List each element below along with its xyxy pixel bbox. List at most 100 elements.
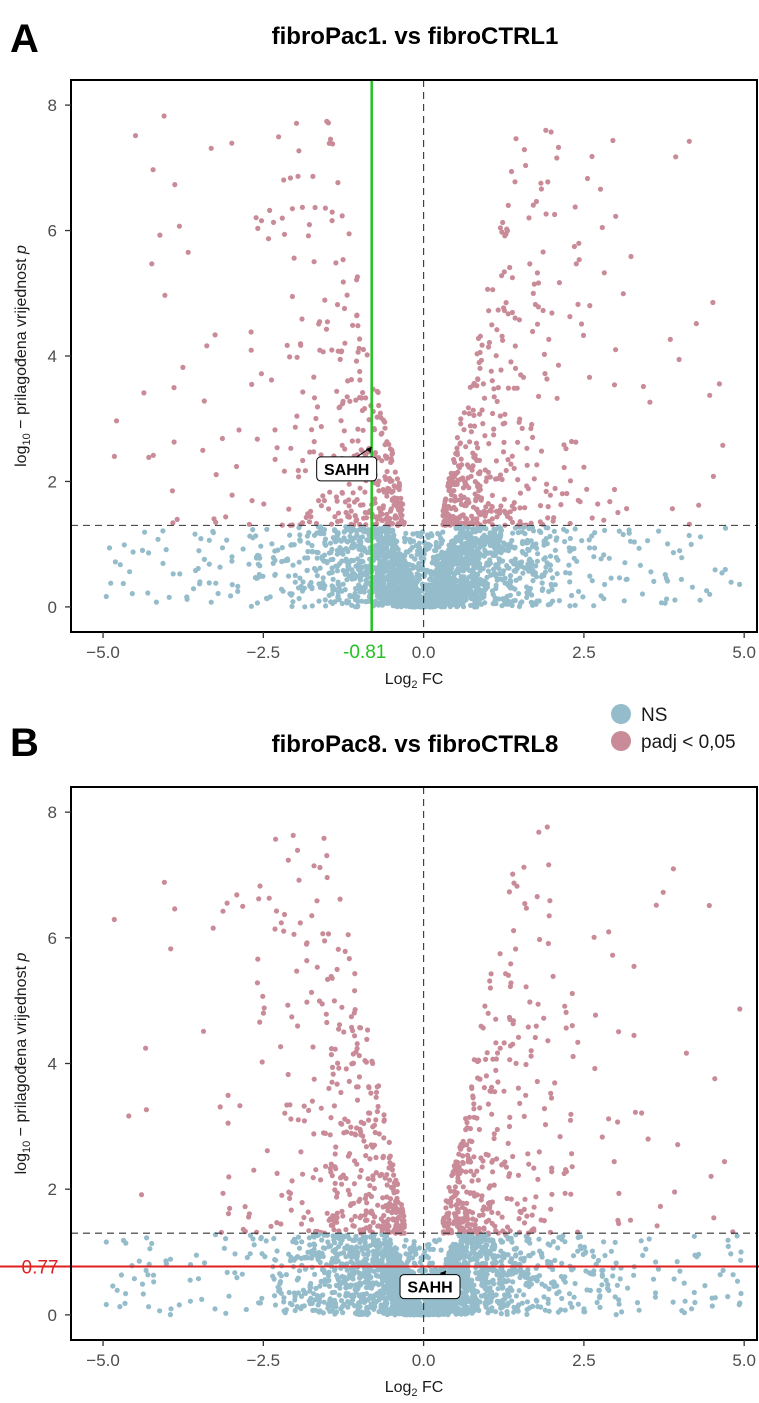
- point-padj: [544, 376, 550, 382]
- point-padj: [523, 1092, 529, 1098]
- point-ns: [229, 558, 235, 564]
- point-ns: [559, 1260, 565, 1266]
- point-padj: [470, 516, 476, 522]
- point-ns: [378, 532, 384, 539]
- point-padj: [485, 286, 491, 292]
- point-ns: [591, 603, 597, 609]
- point-ns: [689, 584, 696, 590]
- point-ns: [677, 548, 683, 554]
- data-points: [103, 113, 743, 610]
- point-ns: [337, 545, 343, 551]
- point-padj: [475, 376, 481, 382]
- point-ns: [333, 1309, 340, 1315]
- panel-letter-b: B: [10, 721, 39, 765]
- point-ns: [349, 602, 355, 608]
- point-ns: [550, 598, 556, 604]
- point-padj: [272, 926, 278, 932]
- point-ns: [634, 1300, 641, 1306]
- point-padj: [362, 1212, 368, 1218]
- point-padj: [376, 488, 382, 494]
- point-ns: [541, 556, 547, 562]
- point-ns: [530, 578, 536, 584]
- point-padj: [483, 478, 489, 484]
- point-padj: [535, 280, 542, 286]
- point-padj: [345, 1153, 351, 1159]
- point-ns: [725, 1237, 731, 1243]
- point-padj: [523, 162, 529, 169]
- point-padj: [305, 233, 311, 239]
- point-padj: [497, 413, 503, 419]
- point-padj: [311, 1131, 317, 1137]
- point-ns: [358, 558, 364, 564]
- point-padj: [306, 222, 312, 228]
- point-padj: [461, 410, 467, 416]
- point-ns: [170, 571, 176, 577]
- point-ns: [349, 558, 355, 564]
- point-padj: [355, 438, 361, 444]
- point-ns: [299, 588, 306, 594]
- point-padj: [333, 1144, 339, 1150]
- point-padj: [349, 438, 355, 444]
- point-ns: [567, 603, 573, 609]
- point-padj: [306, 519, 313, 525]
- point-padj: [331, 1103, 337, 1109]
- point-padj: [512, 365, 519, 371]
- point-padj: [346, 231, 352, 237]
- point-ns: [564, 528, 570, 534]
- point-ns: [229, 554, 235, 560]
- point-padj: [470, 1095, 476, 1101]
- point-ns: [352, 594, 358, 600]
- point-padj: [132, 133, 139, 139]
- point-ns: [376, 587, 382, 593]
- point-padj: [514, 1201, 520, 1207]
- point-padj: [326, 506, 332, 512]
- point-ns: [385, 550, 391, 557]
- point-padj: [330, 1213, 336, 1219]
- point-padj: [555, 362, 562, 368]
- point-padj: [338, 349, 344, 355]
- point-padj: [357, 336, 363, 342]
- point-ns: [243, 1306, 249, 1313]
- point-ns: [335, 531, 341, 537]
- panel-letter-a: A: [10, 17, 39, 61]
- point-ns: [490, 552, 496, 559]
- point-padj: [218, 1229, 224, 1235]
- point-ns: [648, 569, 654, 575]
- point-ns: [306, 1235, 312, 1241]
- point-padj: [640, 383, 647, 390]
- point-ns: [414, 595, 420, 602]
- point-ns: [575, 1301, 581, 1307]
- point-padj: [287, 1195, 293, 1201]
- point-padj: [462, 1206, 468, 1212]
- point-padj: [335, 946, 341, 952]
- point-ns: [356, 562, 362, 568]
- point-ns: [317, 1283, 323, 1289]
- point-padj: [517, 505, 523, 511]
- point-ns: [336, 1292, 342, 1298]
- point-padj: [274, 1220, 280, 1226]
- point-ns: [542, 1307, 548, 1313]
- point-ns: [163, 547, 169, 553]
- point-padj: [380, 1155, 386, 1161]
- point-padj: [491, 1135, 497, 1142]
- point-padj: [267, 207, 273, 213]
- point-ns: [640, 1252, 646, 1258]
- point-padj: [482, 519, 488, 525]
- point-ns: [603, 1277, 609, 1283]
- point-padj: [545, 504, 551, 510]
- point-ns: [340, 581, 346, 587]
- point-ns: [129, 591, 135, 597]
- point-padj: [467, 1126, 473, 1132]
- y-tick-label: 8: [48, 96, 57, 115]
- point-padj: [530, 290, 536, 296]
- point-ns: [467, 534, 474, 540]
- point-padj: [493, 1067, 499, 1073]
- point-ns: [476, 600, 482, 606]
- point-ns: [460, 587, 466, 593]
- point-padj: [517, 490, 524, 496]
- point-padj: [452, 470, 458, 477]
- point-ns: [325, 1305, 331, 1311]
- point-padj: [471, 1154, 477, 1160]
- point-padj: [335, 510, 342, 516]
- point-padj: [317, 347, 323, 353]
